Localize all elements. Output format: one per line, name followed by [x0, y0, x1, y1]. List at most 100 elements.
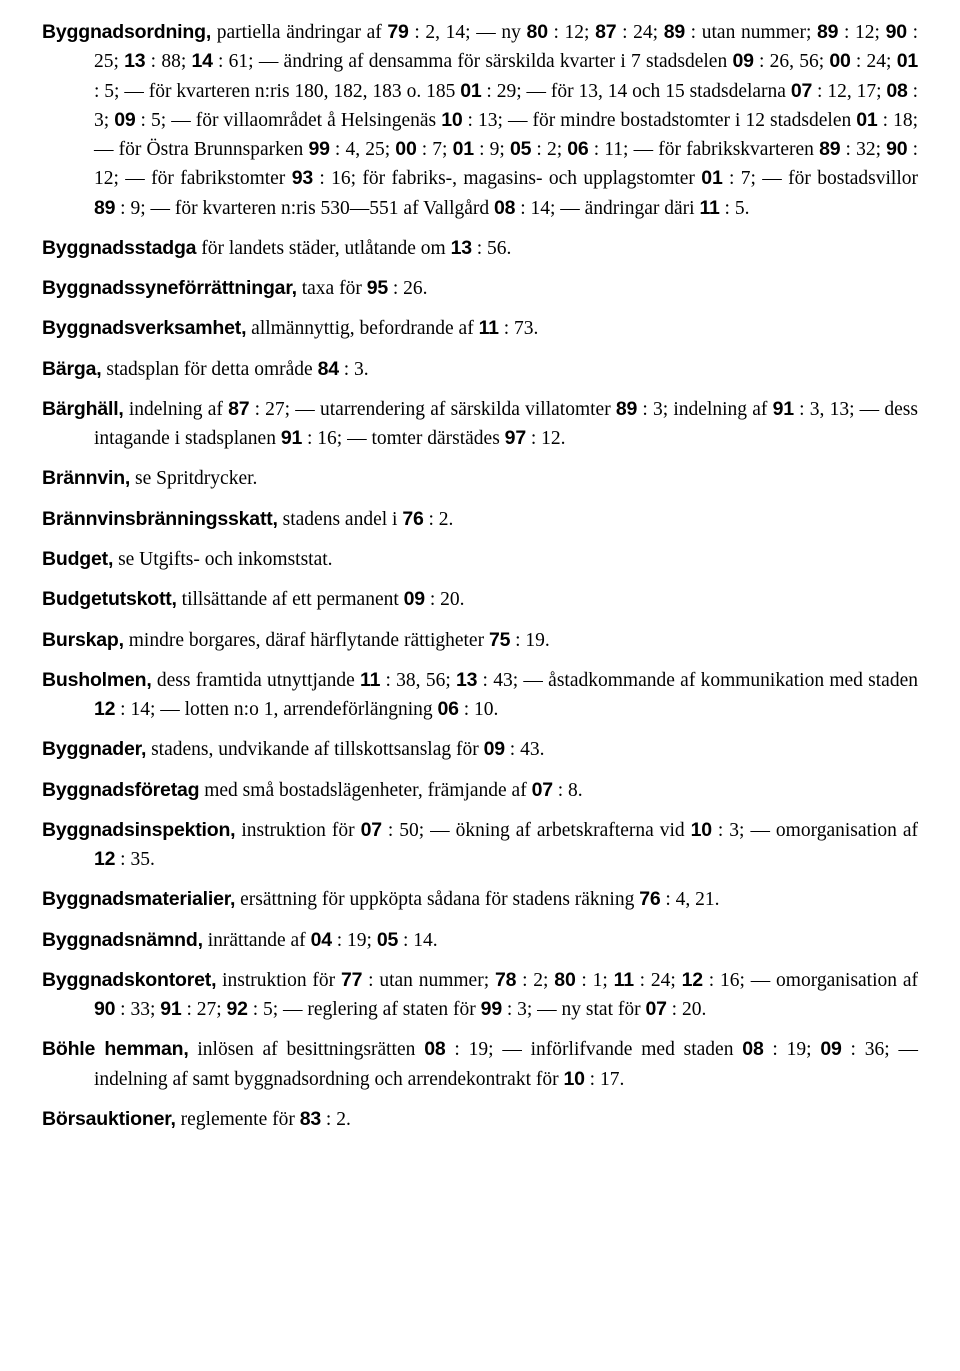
reference-number: 13	[451, 237, 472, 259]
reference-number: 01	[460, 80, 481, 102]
index-entry: Byggnadsmaterialier, ersättning för uppk…	[42, 885, 918, 914]
headword: Brännvinsbränningsskatt,	[42, 508, 278, 530]
body-text: : 50; — ökning af arbetskrafterna vid	[382, 820, 691, 841]
reference-number: 79	[387, 21, 408, 43]
reference-number: 05	[377, 929, 398, 951]
body-text: : 3; indelning af	[637, 399, 772, 420]
headword: Byggnadsverksamhet,	[42, 317, 246, 339]
body-text: inrättande af	[203, 930, 311, 951]
body-text: tillsättande af ett permanent	[177, 589, 404, 610]
reference-number: 87	[228, 398, 249, 420]
reference-number: 13	[124, 50, 145, 72]
reference-number: 11	[614, 969, 634, 991]
body-text: se Utgifts- och inkomststat.	[113, 549, 332, 570]
body-text: : 7; — för bostadsvillor	[723, 168, 918, 189]
body-text: : 17.	[585, 1069, 625, 1090]
reference-number: 99	[308, 138, 329, 160]
body-text: : 88;	[145, 51, 191, 72]
body-text: : 43; — åstadkommande af kommunikation m…	[477, 670, 918, 691]
reference-number: 89	[664, 21, 685, 43]
index-entry: Budget, se Utgifts- och inkomststat.	[42, 545, 918, 574]
reference-number: 10	[691, 819, 712, 841]
body-text: : 24;	[851, 51, 897, 72]
body-text: : 5; — för kvarteren n:ris 180, 182, 183…	[94, 81, 460, 102]
body-text: : utan nummer;	[362, 970, 495, 991]
headword: Brännvin,	[42, 467, 130, 489]
reference-number: 77	[341, 969, 362, 991]
body-text: : 12.	[526, 428, 566, 449]
body-text: instruktion för	[235, 820, 360, 841]
body-text: inlösen af besittningsrätten	[189, 1039, 425, 1060]
headword: Byggnadsstadga	[42, 237, 196, 259]
body-text: : 32;	[840, 139, 886, 160]
reference-number: 80	[554, 969, 575, 991]
body-text: instruktion för	[216, 970, 341, 991]
index-entry: Busholmen, dess framtida utnyttjande 11 …	[42, 666, 918, 725]
headword: Budgetutskott,	[42, 588, 177, 610]
headword: Byggnader,	[42, 738, 146, 760]
headword: Byggnadsföretag	[42, 779, 199, 801]
reference-number: 89	[616, 398, 637, 420]
reference-number: 92	[227, 998, 248, 1020]
reference-number: 07	[361, 819, 382, 841]
reference-number: 09	[404, 588, 425, 610]
body-text: : 26, 56;	[754, 51, 830, 72]
reference-number: 99	[481, 998, 502, 1020]
body-text: : 19.	[510, 630, 550, 651]
reference-number: 95	[367, 277, 388, 299]
body-text: : 2.	[424, 509, 454, 530]
body-text: : 1;	[576, 970, 614, 991]
reference-number: 10	[441, 109, 462, 131]
body-text: : 19; — införlifvande med staden	[446, 1039, 743, 1060]
body-text: stadens, undvikande af tillskottsanslag …	[146, 739, 483, 760]
body-text: : 27;	[182, 999, 227, 1020]
reference-number: 08	[424, 1038, 445, 1060]
reference-number: 07	[646, 998, 667, 1020]
body-text: : 14.	[398, 930, 438, 951]
reference-number: 78	[495, 969, 516, 991]
body-text: : 43.	[505, 739, 545, 760]
reference-number: 89	[819, 138, 840, 160]
body-text: partiella ändringar af	[211, 22, 387, 43]
reference-number: 12	[94, 848, 115, 870]
reference-number: 11	[360, 669, 380, 691]
reference-number: 08	[494, 197, 515, 219]
reference-number: 89	[94, 197, 115, 219]
body-text: : 27; — utarrendering af särskilda villa…	[249, 399, 616, 420]
body-text: : 8.	[553, 780, 583, 801]
headword: Böhle hemman,	[42, 1038, 189, 1060]
index-entry: Byggnadskontoret, instruktion för 77 : u…	[42, 966, 918, 1025]
reference-number: 87	[595, 21, 616, 43]
reference-number: 06	[438, 698, 459, 720]
reference-number: 09	[732, 50, 753, 72]
body-text: : 61; — ändring af densamma för särskild…	[213, 51, 733, 72]
body-text: : 38, 56;	[380, 670, 456, 691]
headword: Byggnadsinspektion,	[42, 819, 235, 841]
reference-number: 07	[532, 779, 553, 801]
reference-number: 80	[527, 21, 548, 43]
body-text: : 19;	[332, 930, 377, 951]
reference-number: 04	[311, 929, 332, 951]
body-text: : 33;	[115, 999, 160, 1020]
reference-number: 12	[682, 969, 703, 991]
body-text: : 20.	[425, 589, 465, 610]
body-text: ersättning för uppköpta sådana för stade…	[235, 889, 639, 910]
reference-number: 08	[742, 1038, 763, 1060]
index-entry: Byggnadsnämnd, inrättande af 04 : 19; 05…	[42, 926, 918, 955]
reference-number: 91	[773, 398, 794, 420]
body-text: : 2;	[531, 139, 567, 160]
reference-number: 14	[192, 50, 213, 72]
index-entry: Bärga, stadsplan för detta område 84 : 3…	[42, 355, 918, 384]
reference-number: 91	[281, 427, 302, 449]
index-entry: Byggnadsföretag med små bostadslägenhete…	[42, 776, 918, 805]
reference-number: 90	[886, 138, 907, 160]
index-entry: Börsauktioner, reglemente för 83 : 2.	[42, 1105, 918, 1134]
reference-number: 91	[160, 998, 181, 1020]
body-text: taxa för	[297, 278, 367, 299]
body-text: : 26.	[388, 278, 428, 299]
index-entry: Byggnadssyneförrättningar, taxa för 95 :…	[42, 274, 918, 303]
headword: Byggnadsordning,	[42, 21, 211, 43]
reference-number: 89	[817, 21, 838, 43]
headword: Byggnadssyneförrättningar,	[42, 277, 297, 299]
headword: Busholmen,	[42, 669, 152, 691]
